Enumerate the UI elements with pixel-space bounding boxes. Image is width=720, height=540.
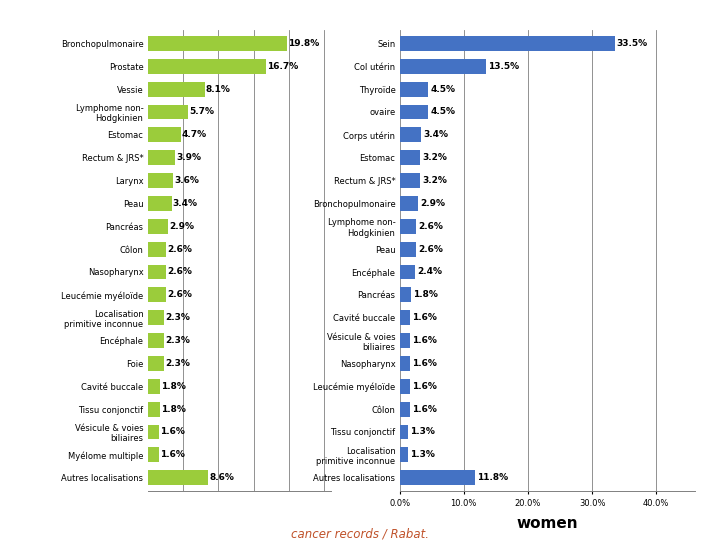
Text: 3.2%: 3.2% (422, 176, 447, 185)
Bar (400, 287, 411, 302)
Bar (148, 287, 166, 302)
Text: 1.6%: 1.6% (412, 382, 436, 391)
Bar (400, 356, 410, 371)
Bar (148, 310, 164, 325)
Text: 19.8%: 19.8% (289, 39, 320, 48)
Text: 1.3%: 1.3% (410, 450, 435, 460)
Text: 1.8%: 1.8% (413, 291, 438, 299)
Bar (148, 105, 188, 119)
Bar (148, 448, 159, 462)
Bar (400, 127, 421, 142)
Bar (148, 173, 173, 188)
Bar (400, 310, 410, 325)
Text: 2.9%: 2.9% (169, 222, 194, 231)
Bar (148, 379, 161, 394)
Text: 33.5%: 33.5% (616, 39, 647, 48)
Text: 8.1%: 8.1% (206, 85, 230, 93)
Text: 2.6%: 2.6% (167, 267, 192, 276)
Text: 4.7%: 4.7% (182, 130, 207, 139)
Text: 3.4%: 3.4% (423, 130, 449, 139)
Bar (400, 448, 408, 462)
Bar (148, 265, 166, 279)
Bar (400, 242, 416, 256)
Bar (400, 36, 615, 51)
Text: 3.2%: 3.2% (422, 153, 447, 162)
Bar (148, 196, 171, 211)
Bar (400, 402, 410, 416)
Text: 1.8%: 1.8% (161, 382, 186, 391)
Bar (400, 196, 418, 211)
Bar (400, 82, 428, 97)
Bar (400, 219, 416, 234)
Text: 2.3%: 2.3% (165, 313, 190, 322)
Text: 4.5%: 4.5% (431, 107, 456, 117)
Bar (400, 59, 486, 73)
Bar (148, 470, 208, 485)
Text: 1.6%: 1.6% (412, 336, 436, 345)
Bar (148, 82, 204, 97)
Bar (148, 219, 168, 234)
Text: 2.3%: 2.3% (165, 359, 190, 368)
Text: 2.4%: 2.4% (417, 267, 442, 276)
Text: 1.8%: 1.8% (161, 404, 186, 414)
Bar (400, 424, 408, 440)
Text: 2.6%: 2.6% (167, 291, 192, 299)
Bar (400, 105, 428, 119)
Text: 1.6%: 1.6% (160, 428, 185, 436)
Bar (400, 379, 410, 394)
Text: 2.6%: 2.6% (418, 245, 443, 254)
Text: 1.6%: 1.6% (412, 313, 436, 322)
Text: 3.4%: 3.4% (173, 199, 198, 208)
Bar (400, 173, 420, 188)
Bar (400, 265, 415, 279)
Text: 16.7%: 16.7% (266, 62, 298, 71)
Bar (400, 150, 420, 165)
Text: 1.6%: 1.6% (412, 359, 436, 368)
Text: 11.8%: 11.8% (477, 473, 508, 482)
Bar (148, 424, 159, 440)
Text: 3.6%: 3.6% (174, 176, 199, 185)
Text: 2.9%: 2.9% (420, 199, 445, 208)
X-axis label: women: women (516, 516, 578, 531)
Text: 2.6%: 2.6% (418, 222, 443, 231)
Text: 2.6%: 2.6% (167, 245, 192, 254)
Text: 2.3%: 2.3% (165, 336, 190, 345)
Bar (148, 59, 266, 73)
Text: 5.7%: 5.7% (189, 107, 214, 117)
Text: 13.5%: 13.5% (488, 62, 519, 71)
Bar (400, 333, 410, 348)
Bar (148, 356, 164, 371)
Text: cancer records / Rabat.: cancer records / Rabat. (291, 527, 429, 540)
Bar (148, 150, 175, 165)
Text: 1.3%: 1.3% (410, 428, 435, 436)
Bar (148, 242, 166, 256)
Bar (400, 470, 475, 485)
Text: 3.9%: 3.9% (176, 153, 201, 162)
Bar (148, 333, 164, 348)
Text: 4.5%: 4.5% (431, 85, 456, 93)
Bar (148, 127, 181, 142)
Bar (148, 36, 287, 51)
Text: 1.6%: 1.6% (412, 404, 436, 414)
Text: 1.6%: 1.6% (160, 450, 185, 460)
Text: 8.6%: 8.6% (210, 473, 234, 482)
Bar (148, 402, 161, 416)
